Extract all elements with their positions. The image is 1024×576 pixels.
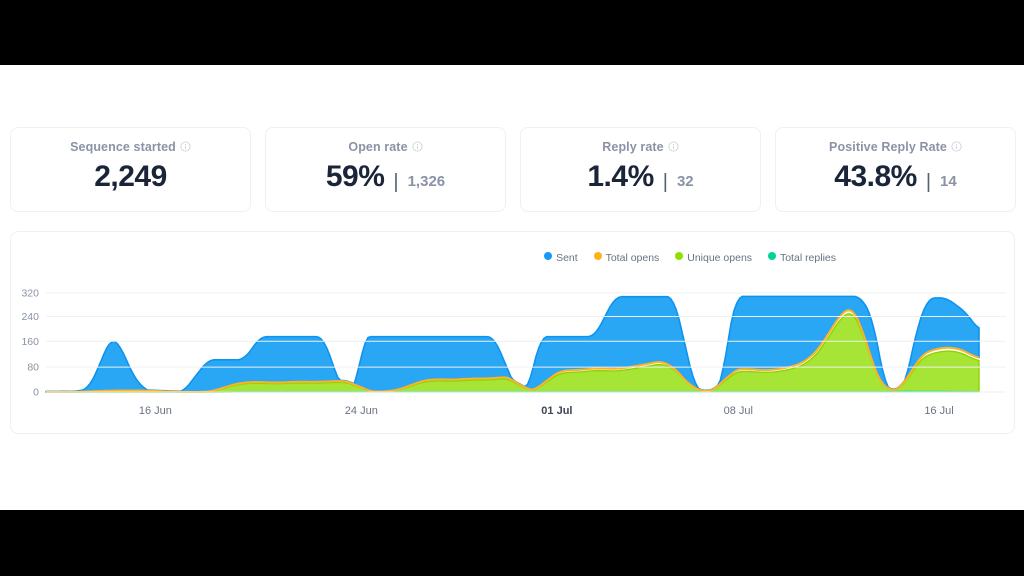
svg-text:16 Jun: 16 Jun: [139, 405, 172, 417]
svg-text:24 Jun: 24 Jun: [345, 405, 378, 417]
svg-text:80: 80: [27, 362, 39, 374]
svg-text:01 Jul: 01 Jul: [541, 405, 572, 417]
svg-text:160: 160: [21, 336, 39, 348]
svg-text:240: 240: [21, 311, 39, 323]
svg-text:320: 320: [21, 288, 39, 300]
svg-text:0: 0: [33, 387, 39, 399]
svg-text:16 Jul: 16 Jul: [924, 405, 953, 417]
svg-text:08 Jul: 08 Jul: [724, 405, 753, 417]
